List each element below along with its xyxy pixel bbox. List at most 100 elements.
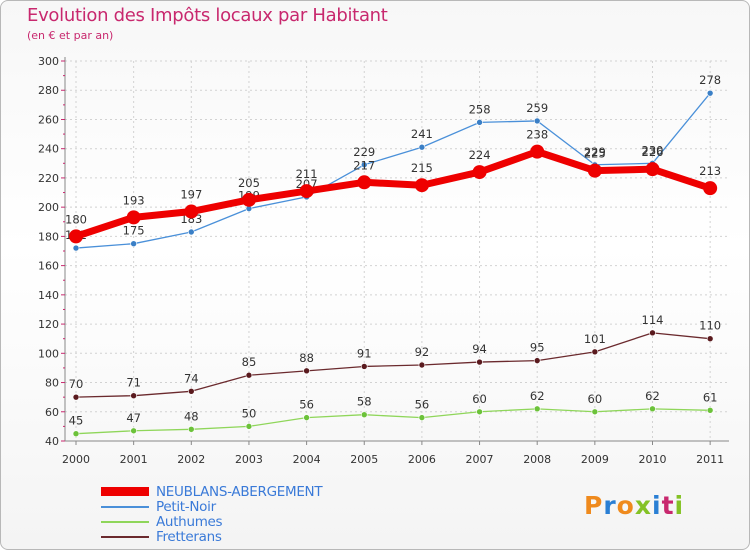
- legend-swatch-petit-noir: [101, 506, 149, 508]
- data-label-fretterans: 88: [299, 351, 314, 365]
- data-label-neublans-abergement: 205: [238, 176, 260, 190]
- data-point-neublans-abergement: [703, 181, 718, 196]
- data-point-authumes: [533, 405, 541, 413]
- x-tick-label: 2009: [581, 453, 609, 466]
- logo-letter: i: [652, 491, 662, 520]
- data-point-authumes: [303, 414, 310, 421]
- data-label-neublans-abergement: 211: [296, 167, 318, 181]
- data-label-petit-noir: 278: [699, 73, 721, 87]
- logo-letter: t: [661, 491, 675, 520]
- data-label-fretterans: 95: [530, 341, 545, 355]
- legend-label-petit-noir: Petit-Noir: [156, 499, 216, 515]
- data-point-fretterans: [360, 363, 368, 370]
- data-point-authumes: [706, 407, 714, 414]
- data-label-fretterans: 110: [699, 319, 721, 333]
- y-tick-label: 80: [45, 377, 59, 390]
- data-point-fretterans: [533, 357, 541, 364]
- data-point-fretterans: [476, 358, 483, 366]
- data-point-fretterans: [303, 367, 310, 375]
- data-label-authumes: 60: [472, 392, 487, 406]
- data-label-authumes: 47: [126, 411, 141, 425]
- data-label-neublans-abergement: 226: [642, 145, 664, 159]
- data-label-fretterans: 85: [242, 355, 257, 369]
- data-point-petit-noir: [72, 244, 80, 252]
- data-point-fretterans: [418, 361, 426, 369]
- data-label-fretterans: 74: [184, 371, 199, 385]
- data-point-authumes: [418, 414, 426, 421]
- y-tick-label: 240: [38, 143, 59, 156]
- data-point-petit-noir: [418, 143, 426, 151]
- data-point-authumes: [245, 423, 253, 430]
- data-label-neublans-abergement: 197: [180, 188, 202, 202]
- data-point-petit-noir: [360, 161, 368, 169]
- series-line-petit-noir: [75, 92, 711, 249]
- data-label-authumes: 62: [645, 389, 660, 403]
- data-point-petit-noir: [476, 119, 483, 126]
- y-tick-label: 260: [38, 113, 59, 126]
- chart-title: Evolution des Impôts locaux par Habitant: [27, 5, 388, 26]
- logo-letter: P: [584, 491, 604, 520]
- series-line-fretterans: [75, 332, 711, 398]
- data-point-authumes: [591, 408, 599, 416]
- data-label-petit-noir: 259: [526, 101, 548, 115]
- legend-swatch-neublans: [101, 487, 149, 496]
- data-point-neublans-abergement: [357, 175, 372, 190]
- data-label-neublans-abergement: 225: [584, 147, 606, 161]
- x-tick-label: 2001: [120, 453, 148, 466]
- data-point-neublans-abergement: [69, 229, 83, 244]
- data-label-neublans-abergement: 215: [411, 161, 433, 175]
- data-label-petit-noir: 230: [642, 143, 664, 157]
- data-point-neublans-abergement: [184, 204, 199, 219]
- y-tick-label: 200: [38, 201, 59, 214]
- data-label-neublans-abergement: 224: [469, 148, 491, 162]
- data-label-authumes: 62: [530, 389, 545, 403]
- chart-subtitle: (en € et par an): [27, 29, 114, 42]
- y-tick-label: 140: [38, 289, 59, 302]
- data-label-authumes: 60: [588, 392, 603, 406]
- data-label-fretterans: 114: [642, 313, 664, 327]
- data-label-petit-noir: 229: [584, 145, 606, 159]
- data-point-neublans-abergement: [587, 163, 602, 178]
- data-point-neublans-abergement: [645, 162, 660, 177]
- legend-swatch-fretterans: [101, 536, 149, 538]
- data-label-petit-noir: 229: [353, 145, 375, 159]
- data-point-petit-noir: [188, 228, 195, 236]
- data-point-authumes: [476, 408, 483, 416]
- data-label-fretterans: 101: [584, 332, 606, 346]
- data-point-fretterans: [649, 329, 656, 337]
- logo-letter: r: [603, 491, 617, 520]
- data-point-authumes: [130, 427, 137, 435]
- x-tick-label: 2003: [235, 453, 263, 466]
- x-tick-label: 2010: [639, 453, 667, 466]
- data-label-neublans-abergement: 180: [65, 212, 87, 226]
- data-point-neublans-abergement: [530, 144, 545, 159]
- data-label-authumes: 50: [242, 406, 257, 420]
- x-tick-label: 2011: [696, 453, 724, 466]
- y-tick-label: 220: [38, 172, 59, 185]
- data-point-petit-noir: [706, 89, 714, 97]
- data-point-authumes: [360, 411, 368, 418]
- data-label-fretterans: 71: [126, 376, 141, 390]
- y-tick-label: 40: [45, 435, 59, 448]
- data-point-authumes: [188, 426, 195, 433]
- data-label-authumes: 61: [703, 390, 718, 404]
- data-label-authumes: 56: [415, 398, 430, 412]
- data-point-neublans-abergement: [472, 165, 487, 180]
- data-point-fretterans: [188, 388, 195, 395]
- x-tick-label: 2005: [350, 453, 378, 466]
- data-label-neublans-abergement: 193: [123, 193, 145, 207]
- data-label-authumes: 45: [69, 414, 84, 428]
- logo-letter: o: [616, 491, 635, 520]
- data-label-neublans-abergement: 238: [526, 128, 548, 142]
- legend-label-neublans: NEUBLANS-ABERGEMENT: [156, 484, 323, 500]
- logo-letter: x: [634, 491, 652, 520]
- y-tick-label: 180: [38, 230, 59, 243]
- data-label-petit-noir: 241: [411, 127, 433, 141]
- data-point-fretterans: [130, 392, 137, 399]
- data-point-petit-noir: [533, 117, 541, 125]
- x-tick-label: 2007: [466, 453, 494, 466]
- legend-label-fretterans: Fretterans: [156, 529, 222, 545]
- y-tick-label: 60: [45, 406, 59, 419]
- data-label-fretterans: 91: [357, 346, 372, 360]
